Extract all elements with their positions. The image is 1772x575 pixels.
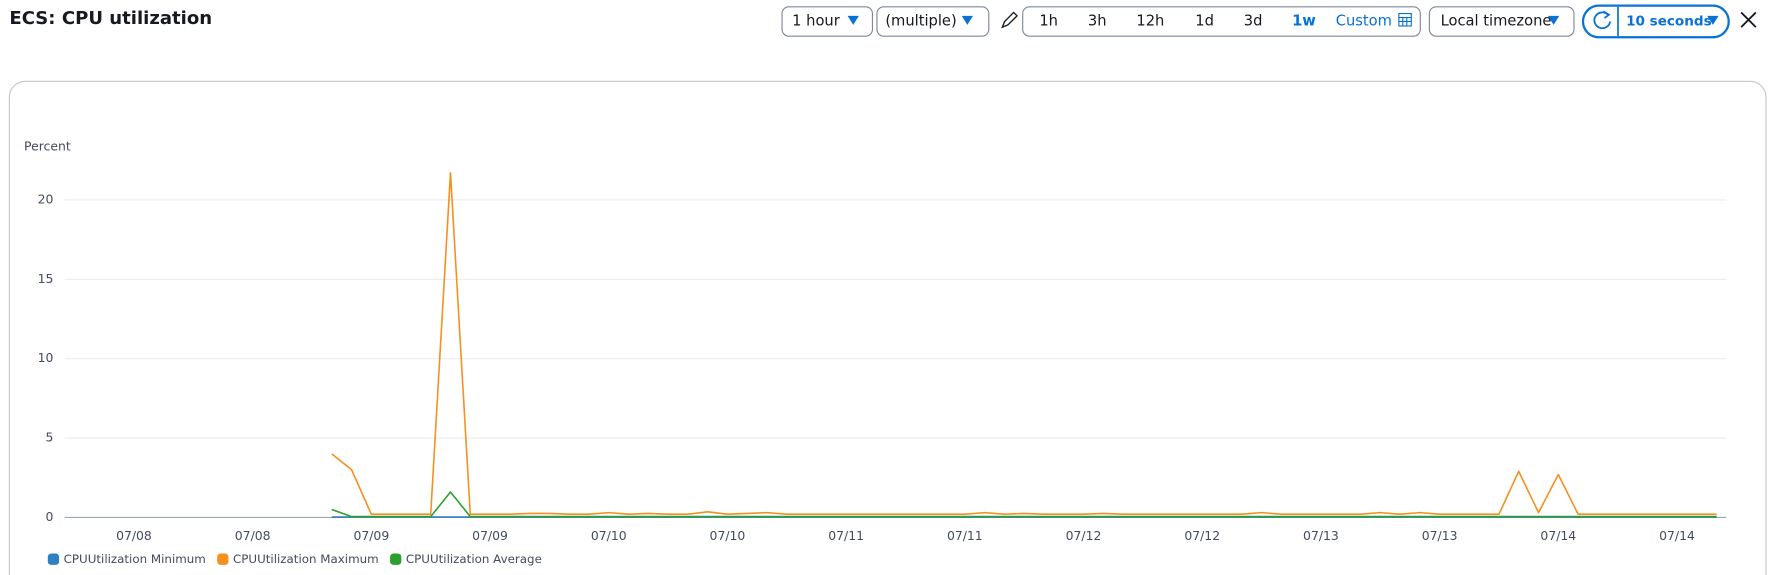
x-tick-label: 07/08 xyxy=(116,528,152,543)
series-line xyxy=(331,491,1717,518)
period-select[interactable]: 1 hour xyxy=(781,6,874,37)
legend-swatch xyxy=(390,553,402,565)
x-tick-label: 07/09 xyxy=(472,528,508,543)
period-box xyxy=(781,6,874,37)
y-tick-label: 20 xyxy=(38,191,54,206)
y-axis-label: Percent xyxy=(24,138,71,153)
statistic-label: (multiple) xyxy=(885,12,956,29)
legend-swatch xyxy=(47,553,60,565)
series-line xyxy=(331,172,1717,516)
refresh-interval: 10 seconds xyxy=(1626,13,1712,29)
edit-icon[interactable] xyxy=(1001,11,1018,29)
period-label: 1 hour xyxy=(792,12,841,29)
refresh-arrow xyxy=(1602,10,1611,19)
dropdown-arrow xyxy=(961,15,973,25)
refresh-icon xyxy=(1593,11,1612,30)
close-icon[interactable] xyxy=(1740,11,1757,28)
plot: 0 5 10 15 20 07/08 07/08 07/09 07/09 07/10 07/10 07… xyxy=(38,172,1727,566)
x-tick-label: 07/11 xyxy=(947,528,983,543)
y-tick-label: 15 xyxy=(38,271,54,286)
calendar-icon xyxy=(1398,12,1412,27)
legend-swatch xyxy=(217,553,229,565)
dropdown-arrow xyxy=(1707,15,1719,25)
statistic-select[interactable]: (multiple) xyxy=(876,6,990,37)
timezone-box xyxy=(1428,6,1575,37)
y-tick-label: 5 xyxy=(46,430,54,445)
refresh-box xyxy=(1581,4,1730,39)
x-tick-label: 07/12 xyxy=(1184,528,1220,543)
range-button[interactable]: 1d xyxy=(1195,12,1214,29)
timezone-select[interactable]: Local timezone xyxy=(1428,6,1575,37)
x-tick-label: 07/10 xyxy=(591,528,627,543)
timezone-label: Local timezone xyxy=(1441,12,1552,29)
x-tick-label: 07/08 xyxy=(235,528,271,543)
range-button[interactable]: 1h xyxy=(1039,12,1058,29)
dropdown-arrow xyxy=(1547,15,1560,25)
legend-item[interactable]: CPUUtilization Maximum xyxy=(217,552,379,566)
legend-item[interactable]: CPUUtilization Average xyxy=(390,552,542,566)
x-tick-label: 07/14 xyxy=(1540,528,1576,543)
range-button[interactable]: 3h xyxy=(1088,12,1107,29)
dropdown-arrow xyxy=(847,15,859,25)
legend-label: CPUUtilization Average xyxy=(406,552,542,566)
x-tick-label: 07/13 xyxy=(1303,528,1339,543)
custom-range[interactable]: Custom xyxy=(1336,12,1392,29)
legend-label: CPUUtilization Maximum xyxy=(233,552,379,566)
legend-label: CPUUtilization Minimum xyxy=(64,552,206,566)
y-tick-label: 0 xyxy=(46,509,54,524)
calendar-frame xyxy=(1398,12,1412,27)
calendar-grid xyxy=(1398,16,1412,26)
range-button[interactable]: 12h xyxy=(1136,12,1164,29)
x-tick-label: 07/12 xyxy=(1066,528,1102,543)
x-tick-label: 07/13 xyxy=(1422,528,1458,543)
y-tick-label: 10 xyxy=(38,350,54,365)
widget-title: ECS: CPU utilization xyxy=(9,8,212,29)
x-tick-label: 07/10 xyxy=(710,528,746,543)
legend-item[interactable]: CPUUtilization Minimum xyxy=(47,552,206,566)
x-tick-label: 07/09 xyxy=(353,528,389,543)
range-group xyxy=(1022,6,1421,37)
x-tick-label: 07/14 xyxy=(1659,528,1695,543)
chart-container xyxy=(8,80,1767,575)
range-button[interactable]: 3d xyxy=(1244,12,1263,29)
refresh-control[interactable]: 10 seconds xyxy=(1581,4,1730,39)
x-tick-label: 07/11 xyxy=(828,528,864,543)
range-button-active[interactable]: 1w xyxy=(1292,12,1316,29)
statistic-box xyxy=(876,6,990,37)
